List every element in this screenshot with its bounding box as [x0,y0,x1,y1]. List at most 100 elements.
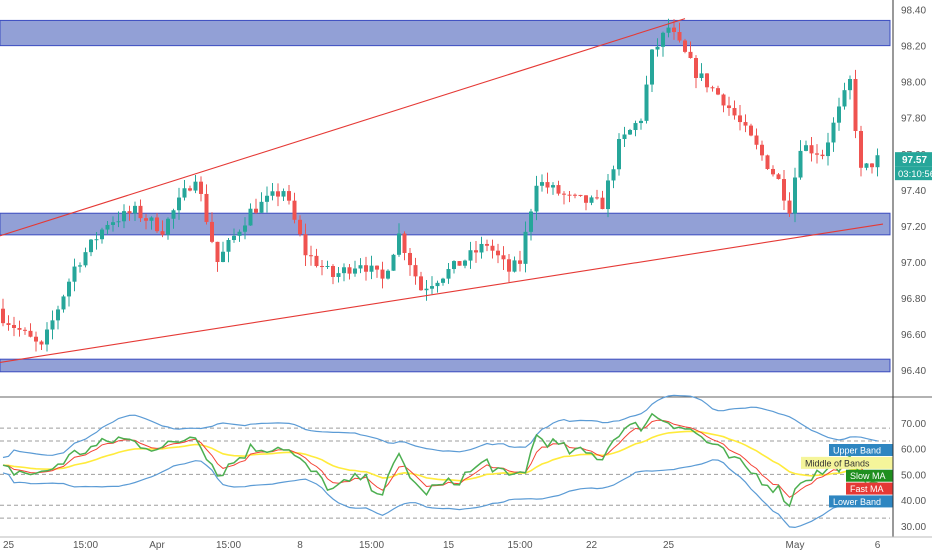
indicator-axis[interactable]: 70.00 60.00 50.00 40.00 30.00 [901,419,926,533]
candle [23,327,27,335]
candle [182,180,187,201]
candle [567,191,572,203]
candle-body [677,32,682,41]
candle [501,246,506,270]
candle-body [529,211,533,232]
candle [177,187,181,220]
candle-body [17,327,22,330]
candle [320,259,324,276]
candle-body [732,108,737,116]
candle [61,294,66,313]
candle-body [754,135,759,145]
candle [562,191,566,205]
candle [287,185,291,205]
countdown-label: 03:10:56 [898,169,932,180]
candle [666,18,671,38]
candle [446,263,451,284]
indicator-label: Middle of Bands [805,458,870,468]
indicator-label: Fast MA [850,484,884,494]
zone-1 [0,212,891,236]
candle [336,267,341,283]
candle-body [540,182,544,186]
indicator-label-box [846,482,893,495]
candle [419,271,423,291]
candle-body [485,243,489,246]
time-tick-label: 15:00 [507,540,532,550]
candle-body [771,168,775,175]
candle [358,258,363,274]
price-tick-label: 98.20 [901,42,926,53]
candle [655,38,660,57]
candle-body [479,243,484,253]
candle [611,165,616,189]
candle [710,85,715,92]
candle [353,260,357,277]
candle-body [633,123,638,131]
candle-body [188,188,192,191]
candle-body [133,205,137,214]
candle [677,22,682,43]
candle [595,189,599,200]
candle [89,239,93,257]
candle-body [23,329,27,331]
candle-body [276,191,280,197]
trendline-0 [0,18,686,237]
last-price-box [895,152,932,167]
indicator-pane: Upper Band Middle of Bands Slow MA Fast MA L… [0,394,893,529]
candle [716,85,720,96]
candle [463,259,467,269]
candle-body [226,240,231,252]
candle-body [166,218,170,235]
candle [859,125,863,177]
candle [837,97,841,131]
candle [397,223,401,257]
candle [83,247,88,268]
candle-body [507,259,511,272]
candle-body [83,252,88,266]
candle-body [804,145,808,151]
candle-body [171,210,176,219]
candle [325,260,330,269]
candle-body [105,224,110,230]
candle [848,75,852,100]
candle-body [523,231,528,264]
candle-body [391,254,396,271]
candle-body [331,265,335,277]
candle [281,188,286,201]
candle [617,133,621,176]
candle [732,100,737,120]
candle-body [369,265,374,272]
candle-body [138,205,143,219]
candle [705,73,709,93]
candle [551,182,555,195]
candle [314,248,319,268]
time-tick-label: 25 [3,540,15,550]
candle [56,305,60,330]
indicator-levels [0,427,890,519]
candle-body [661,32,665,47]
candle [254,198,258,215]
slow-ma-line [2,430,878,482]
upper-band-line [2,394,878,459]
candle-body [314,255,319,267]
candle-body [650,49,654,85]
candle-body [617,139,621,170]
time-tick-label: 15:00 [216,540,241,550]
candle-body [177,197,181,211]
candle-body [210,221,214,242]
candle [193,174,198,194]
candle-body [457,261,462,266]
candle-body [611,169,616,181]
time-tick-label: 8 [297,540,303,550]
candle-body [248,208,253,226]
candle [754,128,759,150]
candle-body [408,252,412,266]
time-axis[interactable]: 25 15:00 Apr 15:00 8 15:00 15 15:00 22 25 May 6 [0,536,932,551]
candle-body [848,79,852,91]
candle [303,223,308,266]
candle-body [397,233,401,255]
candle [809,137,814,162]
time-tick-label: 6 [875,540,881,550]
candle [45,322,49,352]
